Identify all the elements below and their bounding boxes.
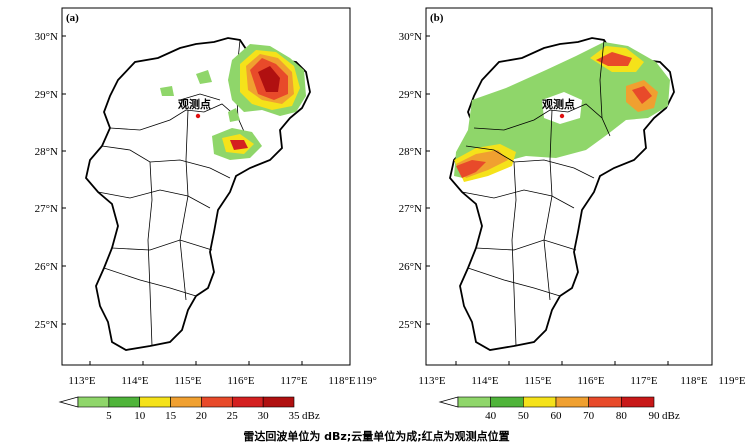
lat-label: 27°N: [399, 203, 422, 215]
colorbar-b-labels: 40 50 60 70 80 90: [485, 410, 660, 422]
colorbar-tick-label: 25: [227, 410, 239, 422]
colorbar-a-unit: dBz: [302, 410, 320, 422]
colorbar-cell: [523, 396, 557, 408]
colorbar-a-cells: [77, 396, 295, 408]
colorbar-a-svg: 5 10 15 20 25 30 35 dBz: [58, 396, 320, 422]
map-b-station-label: 观测点: [542, 97, 575, 111]
colorbar-b-cells: [457, 396, 655, 408]
lat-label: 30°N: [399, 31, 422, 43]
colorbar-cell: [621, 396, 655, 408]
colorbar-tick-label: 70: [583, 410, 595, 422]
figure-caption: 雷达回波单位为 dBz;云量单位为成;红点为观测点位置: [243, 430, 510, 443]
map-panel-a: 观测点 (a) 30°N 29°N 28°N 27°N 26°N 25°N 11…: [0, 0, 377, 400]
map-b-panel-label: (b): [430, 12, 444, 24]
map-a-county-lines: [97, 39, 247, 347]
map-b-svg: 观测点 (b) 30°N 29°N 28°N 27°N 26°N 25°N 11…: [399, 7, 746, 387]
map-a-station-label: 观测点: [178, 97, 211, 111]
colorbar-tick-label: 10: [134, 410, 146, 422]
colorbar-tick-label: 5: [106, 410, 112, 422]
lon-label: 113°E: [68, 375, 95, 387]
colorbar-cell: [139, 396, 171, 408]
lon-label: 114°E: [121, 375, 148, 387]
colorbar-b-low-arrow: [438, 396, 459, 408]
colorbar-cell: [108, 396, 141, 408]
lon-label: 116°E: [577, 375, 604, 387]
map-a-lat-labels: 30°N 29°N 28°N 27°N 26°N 25°N: [35, 31, 58, 331]
lon-label: 117°E: [630, 375, 657, 387]
colorbar-cell: [231, 396, 264, 408]
map-a-svg: 观测点 (a) 30°N 29°N 28°N 27°N 26°N 25°N 11…: [35, 7, 377, 387]
lon-label: 115°E: [174, 375, 201, 387]
colorbar-cell: [170, 396, 202, 408]
colorbar-a-labels: 5 10 15 20 25 30 35: [106, 410, 300, 422]
map-a-station-dot: [195, 113, 201, 119]
map-b-lat-labels: 30°N 29°N 28°N 27°N 26°N 25°N: [399, 31, 422, 331]
lat-label: 25°N: [399, 319, 422, 331]
colorbar-cell: [457, 396, 491, 408]
colorbar-tick-label: 50: [518, 410, 530, 422]
lat-label: 25°N: [35, 319, 58, 331]
colorbar-cell: [490, 396, 524, 408]
lat-label: 30°N: [35, 31, 58, 43]
colorbar-b-svg: 40 50 60 70 80 90 dBz: [438, 396, 680, 422]
colorbar-tick-label: 20: [196, 410, 208, 422]
lat-label: 29°N: [399, 89, 422, 101]
colorbar-tick-label: 60: [551, 410, 563, 422]
lat-label: 28°N: [399, 146, 422, 158]
map-a-tick-marks: [62, 35, 303, 365]
colorbar-cell: [262, 396, 295, 408]
lat-label: 27°N: [35, 203, 58, 215]
map-b-tick-marks: [426, 35, 669, 365]
lon-label: 119°E: [718, 375, 745, 387]
colorbar-tick-label: 30: [258, 410, 270, 422]
colorbar-a-low-arrow: [58, 396, 79, 408]
lon-label: 119°E: [356, 375, 377, 387]
colorbar-tick-label: 35: [289, 410, 301, 422]
colorbar-b: 40 50 60 70 80 90 dBz: [436, 396, 746, 431]
map-b-county-lines: [461, 39, 611, 347]
map-b-lon-labels: 113°E 114°E 115°E 116°E 117°E 118°E 119°…: [418, 375, 745, 387]
map-a-lon-labels: 113°E 114°E 115°E 116°E 117°E 118°E 119°…: [68, 375, 377, 387]
colorbar-a: 5 10 15 20 25 30 35 dBz: [56, 396, 366, 431]
colorbar-cell: [201, 396, 233, 408]
lon-label: 118°E: [328, 375, 355, 387]
lat-label: 26°N: [399, 261, 422, 273]
lon-label: 118°E: [680, 375, 707, 387]
map-a-panel-label: (a): [66, 12, 79, 24]
lat-label: 28°N: [35, 146, 58, 158]
colorbar-tick-label: 90: [649, 410, 661, 422]
lat-label: 29°N: [35, 89, 58, 101]
colorbar-tick-label: 40: [485, 410, 497, 422]
lon-label: 116°E: [227, 375, 254, 387]
lon-label: 115°E: [524, 375, 551, 387]
lon-label: 117°E: [280, 375, 307, 387]
lon-label: 113°E: [418, 375, 445, 387]
colorbar-tick-label: 15: [165, 410, 177, 422]
colorbar-tick-label: 80: [616, 410, 628, 422]
colorbar-b-unit: dBz: [662, 410, 680, 422]
lon-label: 114°E: [471, 375, 498, 387]
colorbar-cell: [77, 396, 110, 408]
map-b-station-dot: [559, 113, 565, 119]
lat-label: 26°N: [35, 261, 58, 273]
map-panel-b: 观测点 (b) 30°N 29°N 28°N 27°N 26°N 25°N 11…: [376, 0, 753, 400]
colorbar-cell: [588, 396, 622, 408]
map-a-radar-echo: [160, 44, 306, 160]
colorbar-cell: [555, 396, 589, 408]
